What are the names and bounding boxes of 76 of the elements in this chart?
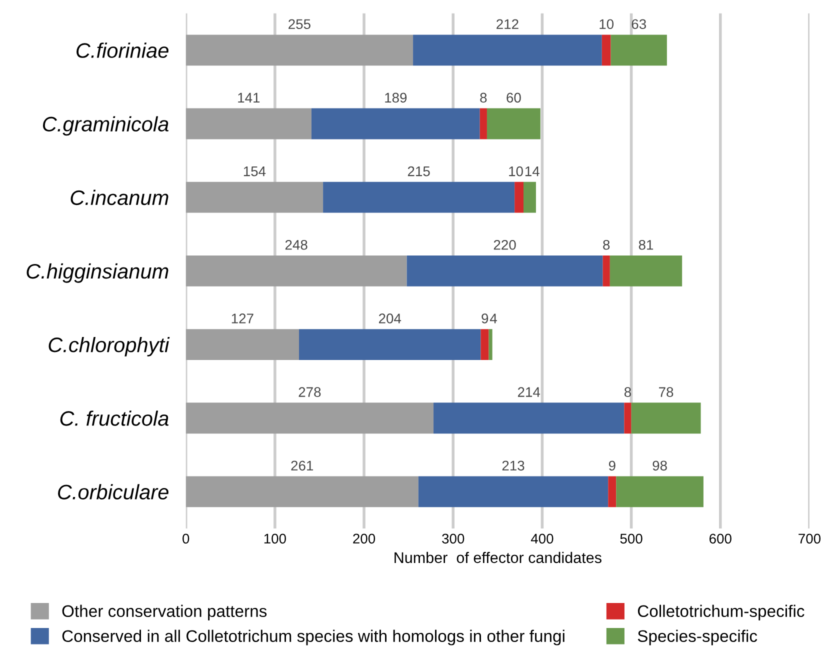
bar — [186, 255, 407, 286]
bar — [186, 402, 434, 434]
legend-label: Species-specific — [638, 630, 758, 646]
bar — [311, 108, 480, 140]
data-label: 81 — [638, 240, 654, 250]
y-tick-label: C.chlorophyti — [48, 336, 170, 356]
x-axis-title: Number of effector candidates — [394, 552, 602, 564]
bar — [524, 182, 536, 213]
data-label: 220 — [494, 240, 516, 250]
y-tick-label: C.orbiculare — [58, 484, 168, 500]
data-label: 78 — [659, 387, 674, 397]
bar — [610, 34, 667, 66]
y-tick-label: C.incanum — [70, 190, 168, 206]
data-label: 10 — [509, 166, 523, 176]
bar — [488, 329, 492, 360]
bar — [186, 329, 299, 360]
data-label: 8 — [603, 240, 610, 250]
x-tick-label: 0 — [182, 534, 190, 544]
data-label: 248 — [285, 240, 308, 250]
x-tick-label: 700 — [798, 534, 821, 544]
bar — [186, 34, 414, 66]
bar — [514, 182, 524, 213]
bar — [602, 34, 611, 66]
data-label: 127 — [232, 314, 254, 324]
bar — [186, 476, 418, 508]
data-label: 98 — [652, 460, 667, 471]
data-label: 204 — [378, 314, 402, 324]
bar — [406, 255, 603, 286]
bar — [602, 255, 610, 286]
data-label: 154 — [244, 166, 266, 176]
x-tick-label: 600 — [710, 534, 732, 544]
bar — [608, 476, 616, 508]
y-tick-label: C.fioriniae — [76, 42, 168, 58]
bar — [413, 34, 602, 66]
bar — [624, 402, 632, 434]
data-label: 215 — [408, 166, 430, 176]
data-label: 10 — [600, 19, 614, 30]
x-tick-label: 200 — [353, 534, 376, 544]
data-label: 63 — [632, 19, 646, 30]
bar — [434, 402, 624, 434]
data-label: 261 — [291, 460, 314, 471]
legend-label: Other conservation patterns — [62, 604, 267, 620]
bar — [480, 108, 487, 140]
x-tick-label: 400 — [530, 534, 554, 544]
legend-label: Conserved in all Colletotrichum species with homologs in other fungi — [62, 630, 564, 646]
bar — [186, 108, 312, 140]
legend-label: Colletotrichum-specific — [638, 604, 804, 620]
data-label: 4 — [490, 314, 497, 324]
y-tick-label: C.higginsianum — [26, 263, 168, 283]
data-label: 189 — [385, 92, 407, 103]
data-label: 14 — [525, 166, 540, 176]
bar — [418, 476, 608, 508]
data-label: 213 — [502, 460, 524, 471]
bar — [486, 108, 540, 140]
bar — [480, 329, 489, 360]
data-label: 278 — [298, 387, 321, 397]
data-label: 9 — [482, 314, 488, 324]
bar — [186, 182, 324, 213]
y-tick-label: C.graminicola — [42, 116, 168, 136]
bar — [616, 476, 704, 508]
bar — [631, 402, 701, 434]
data-label: 8 — [624, 387, 631, 397]
data-label: 8 — [480, 92, 487, 103]
bar — [298, 329, 481, 360]
x-tick-label: 100 — [264, 534, 286, 544]
data-label: 141 — [238, 92, 260, 102]
data-label: 255 — [288, 19, 310, 30]
data-label: 214 — [518, 387, 540, 397]
bar — [610, 255, 682, 286]
y-tick-label: C. fructicola — [60, 410, 168, 426]
bar — [323, 182, 515, 213]
data-label: 60 — [506, 92, 521, 103]
data-label: 9 — [608, 460, 616, 471]
data-label: 212 — [496, 19, 518, 29]
x-tick-label: 500 — [620, 534, 642, 544]
x-tick-label: 300 — [442, 534, 464, 544]
